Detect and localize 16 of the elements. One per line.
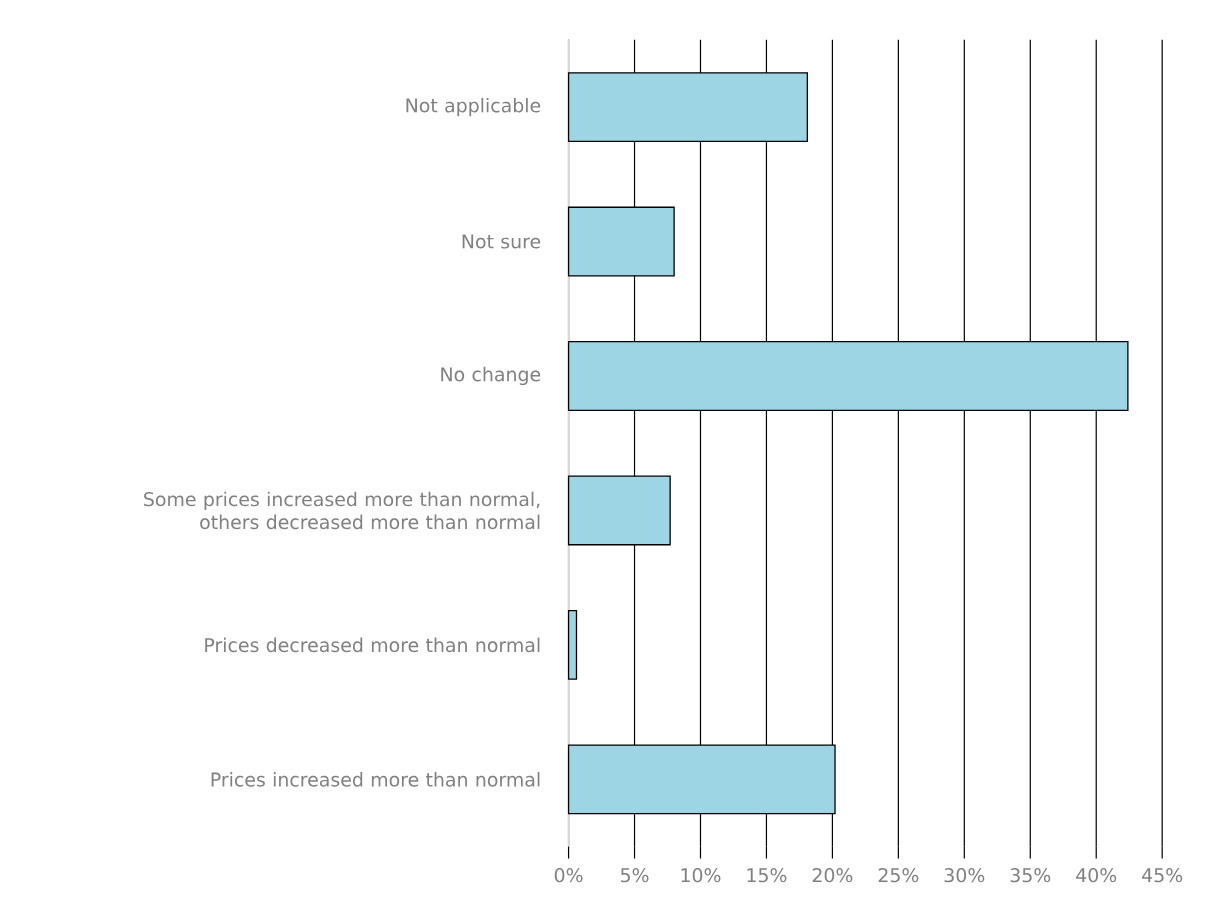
x-tick-label: 25% [878, 867, 919, 883]
x-tick-label: 15% [747, 867, 787, 883]
x-tick-label: 20% [812, 867, 853, 883]
x-tick-label: 5% [620, 867, 649, 883]
x-tick-label: 40% [1076, 867, 1117, 883]
x-tick-label: 45% [1142, 867, 1183, 883]
y-tick-label: Not applicable [406, 97, 541, 117]
y-tick-label: Prices decreased more than normal [205, 637, 540, 653]
x-tick-label: 0% [554, 867, 583, 883]
x-tick-label: 35% [1010, 867, 1051, 883]
x-tick-label: 30% [944, 867, 985, 883]
y-tick-label: Prices increased more than normal [211, 771, 540, 787]
y-tick-label: Not sure [462, 234, 541, 249]
y-tick-label: Some prices increased more than normal, others decreased more than normal [144, 491, 540, 530]
x-tick-label: 10% [681, 867, 721, 883]
y-tick-label: No change [441, 366, 541, 385]
